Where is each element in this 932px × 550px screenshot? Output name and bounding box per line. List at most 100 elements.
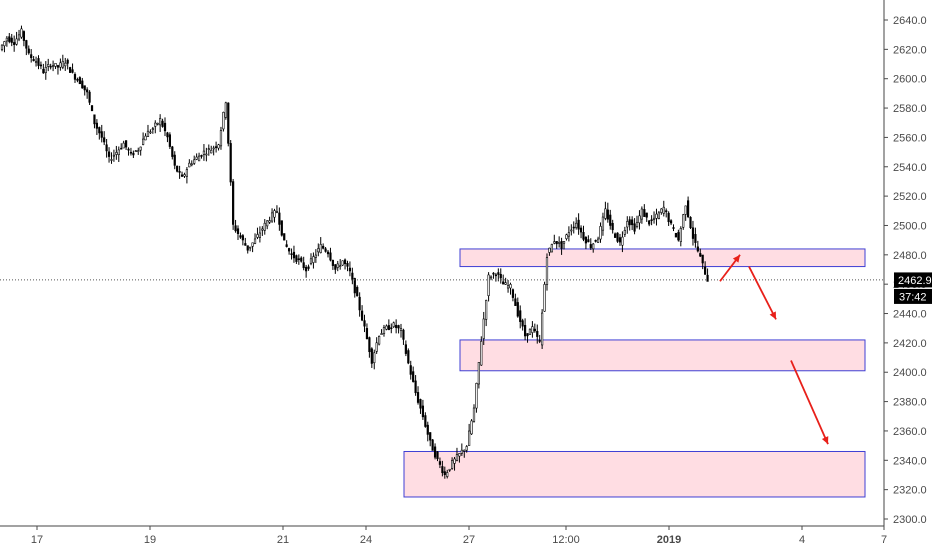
candle-body (193, 159, 196, 164)
candle-body (657, 212, 661, 219)
candle-body (694, 234, 697, 243)
candle-body (633, 223, 636, 232)
candle-body (514, 298, 517, 306)
candle-body (159, 118, 162, 126)
candle-body (27, 48, 30, 54)
candle-body (30, 54, 33, 59)
price-tag-label: 2462.9 (898, 275, 932, 287)
arrow-line (790, 360, 829, 445)
x-tick-label: 4 (799, 534, 805, 546)
candle-body (0, 44, 4, 50)
candle-body (120, 147, 123, 150)
candle-body (341, 260, 344, 266)
candle-body (232, 181, 235, 225)
candle-body (178, 171, 181, 173)
candle-body (373, 352, 376, 364)
y-tick-label: 2340.0 (893, 455, 927, 467)
candle-body (375, 342, 378, 352)
candle-body (572, 226, 575, 229)
candle-body (424, 415, 427, 427)
candle-body (244, 243, 247, 246)
candle-body (368, 337, 371, 353)
candle-body (156, 122, 159, 125)
candle-body (523, 325, 527, 337)
candle-body (402, 329, 405, 340)
candle-body (217, 144, 220, 149)
candle-body (677, 232, 680, 241)
candle-body (322, 245, 325, 249)
candle-body (465, 446, 468, 451)
candle-body (536, 330, 539, 337)
candle-body (112, 154, 116, 157)
arrow-head (732, 254, 740, 263)
candle-body (54, 63, 57, 67)
y-tick-label: 2420.0 (893, 338, 927, 350)
candle-body (329, 252, 332, 261)
candle-body (616, 232, 619, 242)
candle-body (15, 38, 18, 45)
y-tick-label: 2640.0 (893, 15, 927, 27)
candle-body (626, 221, 629, 228)
candle-body (433, 446, 437, 458)
candle-body (519, 310, 522, 322)
candle-body (197, 155, 201, 162)
candle-body (273, 210, 276, 218)
candle-body (285, 244, 288, 247)
candle-body (541, 312, 544, 346)
candle-body (171, 146, 174, 157)
candle-body (672, 227, 675, 229)
candle-body (487, 274, 490, 296)
candle-body (550, 244, 553, 253)
candle-body (579, 227, 583, 233)
candle-body (47, 64, 50, 67)
candle-body (59, 62, 62, 68)
candle-body (387, 325, 390, 330)
countdown-tag: 37:42 (894, 288, 932, 304)
candle-body (13, 42, 16, 45)
candle-body (300, 257, 303, 262)
candle-body (142, 138, 145, 145)
x-tick-label: 27 (463, 534, 475, 546)
candle-body (662, 206, 665, 214)
candle-body (499, 273, 502, 279)
zone-box (459, 339, 866, 372)
candle-body (346, 263, 349, 267)
candle-body (392, 322, 395, 327)
candle-body (582, 232, 585, 240)
candle-body (363, 320, 366, 327)
candle-body (263, 222, 266, 231)
candle-body (8, 36, 11, 42)
candle-body (516, 302, 519, 317)
candle-body (592, 243, 595, 250)
candle-body (455, 454, 459, 461)
candle-body (212, 147, 215, 150)
candle-body (416, 392, 420, 403)
y-tick-label: 2480.0 (893, 250, 927, 262)
candle-body (548, 247, 551, 253)
candle-body (660, 208, 663, 213)
y-tick-label: 2600.0 (893, 74, 927, 86)
candle-body (480, 341, 483, 366)
x-tick-label: 7 (881, 534, 887, 546)
candle-body (682, 214, 685, 228)
candle-body (397, 325, 400, 329)
candle-body (202, 150, 206, 155)
candle-body (183, 174, 186, 177)
candle-body (378, 335, 381, 345)
candle-body (594, 240, 597, 242)
candle-body (407, 350, 410, 364)
candle-body (302, 262, 305, 269)
candle-body (351, 272, 354, 280)
candle-body (261, 228, 264, 231)
candle-body (414, 380, 417, 394)
candle-body (163, 122, 167, 132)
candle-body (604, 208, 607, 219)
y-tick-label: 2620.0 (893, 44, 927, 56)
zone-box (403, 450, 866, 498)
candle-body (90, 105, 94, 112)
candle-body (134, 150, 137, 153)
candle-body (95, 122, 98, 129)
x-tick-label: 21 (277, 534, 289, 546)
candle-body (115, 152, 118, 155)
